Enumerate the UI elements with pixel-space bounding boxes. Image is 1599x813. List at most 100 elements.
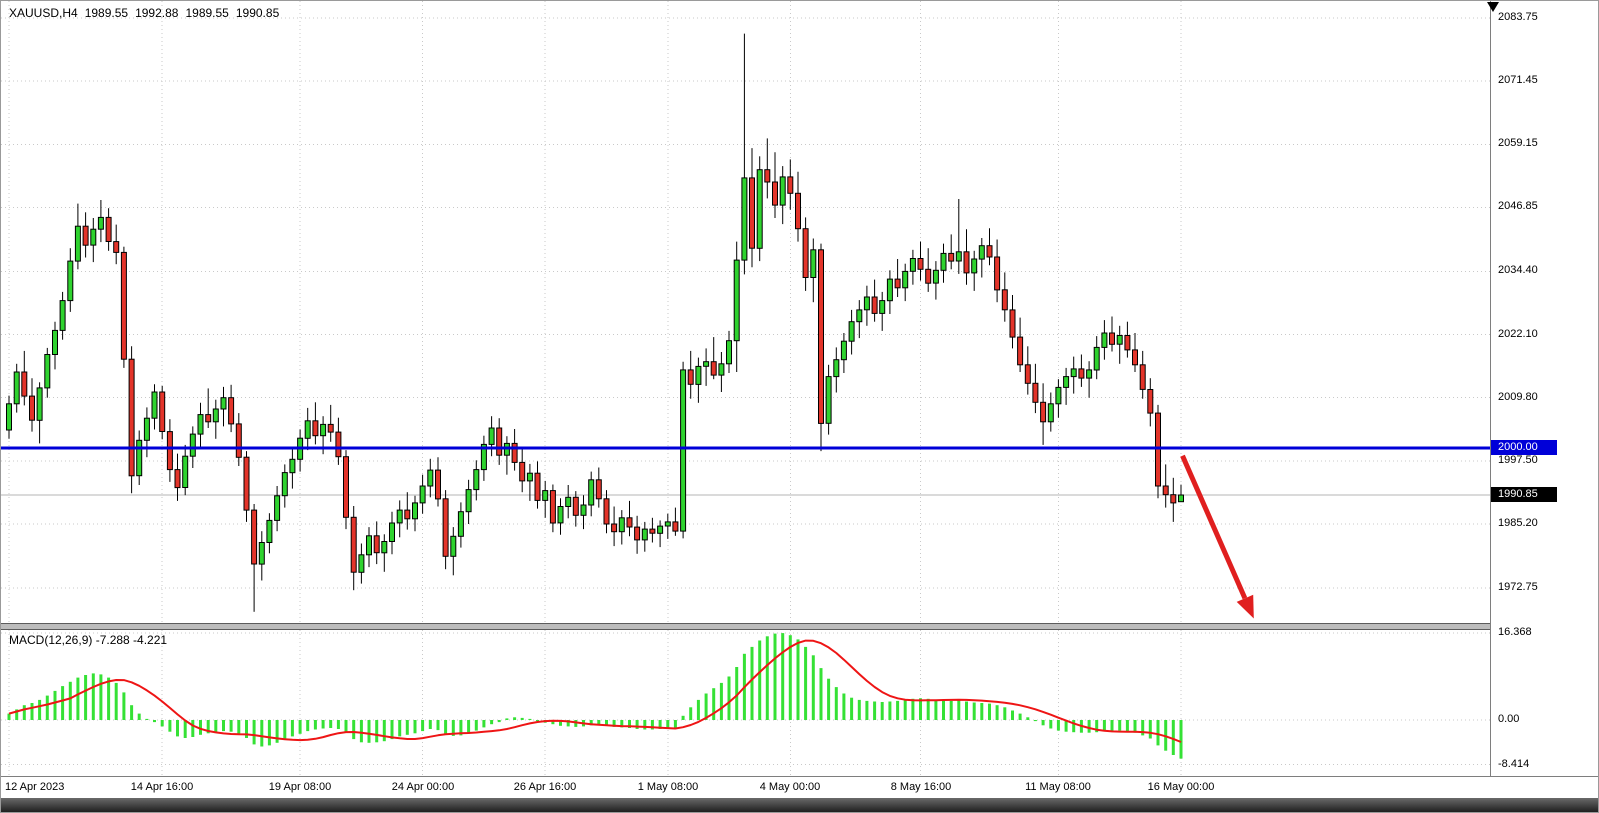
candle — [67, 260, 74, 302]
candle — [381, 541, 388, 554]
candle — [174, 469, 181, 489]
macd-bar — [949, 700, 953, 720]
macd-bar — [1041, 720, 1045, 726]
chart-shift-marker-icon[interactable] — [1487, 2, 1499, 12]
macd-bar — [267, 720, 271, 746]
candle — [917, 258, 924, 270]
candle — [1109, 332, 1115, 345]
candle — [687, 369, 694, 385]
macd-bar — [206, 720, 210, 734]
bottom-scrollbar[interactable] — [1, 798, 1598, 812]
candle — [243, 456, 250, 511]
candle — [128, 358, 135, 477]
candle — [986, 245, 993, 258]
time-axis-label: 12 Apr 2023 — [5, 781, 65, 793]
candle — [396, 509, 403, 524]
macd-bar — [513, 717, 517, 720]
symbol-period-label: XAUUSD,H4 — [9, 6, 78, 20]
macd-svg[interactable] — [1, 630, 1490, 776]
macd-bar — [765, 636, 769, 720]
macd-pane[interactable]: MACD(12,26,9) -7.288 -4.221 — [1, 630, 1490, 776]
trend-arrow-head[interactable] — [1236, 594, 1254, 619]
candle — [680, 369, 687, 532]
macd-bar — [1026, 717, 1030, 720]
candle — [549, 490, 556, 524]
trend-arrow-shaft[interactable] — [1180, 454, 1248, 600]
candle — [641, 528, 648, 541]
macd-bar — [888, 701, 892, 720]
macd-bar — [666, 720, 670, 729]
macd-bar — [1102, 720, 1106, 732]
macd-bar — [773, 633, 777, 720]
macd-bar — [482, 720, 486, 728]
macd-bar — [926, 698, 930, 720]
time-axis-label: 8 May 16:00 — [890, 781, 952, 793]
macd-bar — [505, 718, 509, 720]
price-chart-svg[interactable] — [1, 1, 1490, 623]
macd-bar — [727, 676, 731, 720]
macd-bar — [1095, 720, 1099, 733]
macd-axis-label: -8.414 — [1498, 758, 1530, 770]
time-axis-label: 24 Apr 00:00 — [391, 781, 455, 793]
price-chart-pane[interactable]: XAUUSD,H4 1989.55 1992.88 1989.55 1990.8… — [1, 1, 1490, 623]
macd-bar — [15, 709, 19, 720]
macd-bar — [934, 699, 938, 720]
open-value: 1989.55 — [84, 6, 129, 20]
candle — [289, 458, 296, 474]
candle — [212, 408, 219, 423]
macd-bar — [1087, 720, 1091, 733]
macd-bar — [1033, 720, 1037, 722]
macd-bar — [911, 698, 915, 720]
candle — [863, 296, 870, 311]
price-axis[interactable]: 2000.00 1990.85 2083.75 2071.45 2059.15 204… — [1490, 1, 1598, 776]
macd-bar — [1125, 720, 1129, 732]
macd-bar — [704, 693, 708, 720]
candle — [595, 479, 602, 500]
macd-bar — [520, 717, 524, 720]
macd-bar — [38, 699, 42, 720]
candle — [1078, 368, 1085, 379]
candle — [82, 225, 89, 246]
macd-bar — [873, 701, 877, 720]
candle — [13, 371, 20, 405]
macd-bar — [321, 720, 325, 729]
candle — [726, 340, 732, 365]
candle — [902, 270, 909, 289]
candle — [366, 535, 372, 556]
macd-bar — [114, 682, 118, 720]
candle — [848, 321, 855, 342]
macd-bar — [359, 720, 363, 743]
candle — [36, 387, 43, 421]
macd-bar — [122, 692, 126, 720]
macd-bar — [367, 720, 371, 743]
macd-bar — [168, 720, 172, 732]
pane-resize-handle[interactable] — [1, 623, 1598, 630]
candle — [1086, 369, 1093, 379]
candle — [412, 502, 418, 520]
macd-bar — [919, 698, 922, 720]
candle — [749, 177, 755, 249]
candle — [404, 509, 411, 520]
candle — [886, 278, 893, 302]
macd-bar — [957, 700, 961, 720]
macd-bar — [7, 713, 11, 720]
candle — [52, 329, 58, 355]
candle — [764, 169, 771, 183]
time-axis[interactable]: 12 Apr 2023 14 Apr 16:00 19 Apr 08:00 24 Ap… — [1, 776, 1598, 798]
candle — [205, 414, 212, 423]
macd-bar — [965, 701, 968, 720]
macd-bar — [551, 720, 555, 725]
macd-bar — [451, 720, 455, 736]
macd-bar — [834, 687, 838, 720]
macd-bar — [559, 720, 562, 726]
macd-bar — [352, 720, 356, 740]
candle — [1124, 335, 1131, 351]
macd-bar — [597, 720, 601, 725]
candle — [1162, 485, 1169, 496]
macd-bar — [819, 668, 823, 720]
macd-bar — [76, 677, 80, 720]
candle — [572, 496, 579, 516]
candle — [1070, 368, 1077, 378]
candle — [519, 461, 526, 482]
